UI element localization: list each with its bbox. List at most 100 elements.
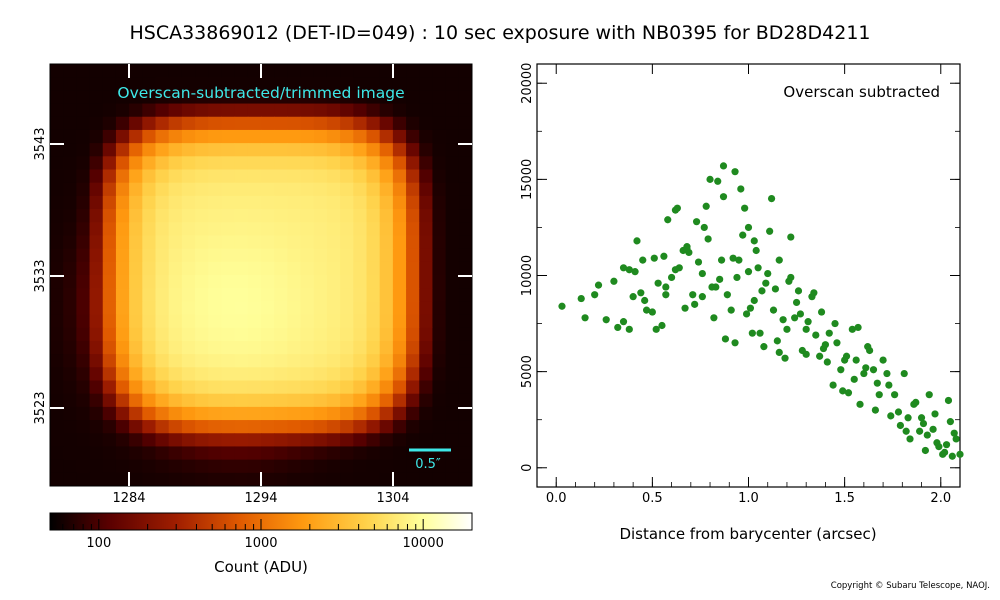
heatmap-cell <box>287 129 302 144</box>
scatter-point <box>752 246 760 255</box>
heatmap-cell <box>234 64 249 78</box>
heatmap-cell <box>50 222 64 236</box>
heatmap-cell <box>76 314 91 329</box>
scatter-point <box>702 202 710 210</box>
heatmap-cell <box>326 90 341 105</box>
heatmap-cell <box>247 156 262 170</box>
heatmap-cell <box>458 64 473 78</box>
heatmap-cell <box>406 327 420 342</box>
scatter-point <box>744 268 753 276</box>
scatter-point <box>739 231 747 239</box>
heatmap-cell <box>63 446 77 461</box>
heatmap-cell <box>208 446 222 461</box>
heatmap-cell <box>89 301 104 316</box>
heatmap-cell <box>168 472 183 487</box>
heatmap-cell <box>287 169 302 184</box>
scatter-point <box>802 350 810 358</box>
scatter-point <box>906 435 914 443</box>
heatmap-cell <box>181 64 196 78</box>
scatter-point <box>860 369 868 378</box>
heatmap-cell <box>419 314 433 329</box>
heatmap-cell <box>247 367 262 381</box>
scatter-point <box>812 331 820 339</box>
heatmap-cell <box>142 367 156 381</box>
heatmap-cell <box>247 340 262 355</box>
heatmap-cell <box>406 340 420 355</box>
heatmap-cell <box>115 433 130 447</box>
heatmap-cell <box>406 459 420 474</box>
heatmap-cell <box>102 406 117 421</box>
heatmap-cell <box>89 340 104 355</box>
heatmap-cell <box>379 209 394 223</box>
scale-bar-label: 0.5″ <box>415 457 441 472</box>
scatter-point <box>950 429 958 437</box>
colorbar-tick-label: 10000 <box>402 536 443 551</box>
scatter-point <box>756 329 764 337</box>
heatmap-cell <box>406 222 420 236</box>
heatmap-y-tick-label: 3523 <box>33 391 48 424</box>
heatmap-cell <box>115 380 130 395</box>
heatmap-cell <box>458 222 473 236</box>
chart-title: HSCA33869012 (DET-ID=049) : 10 sec expos… <box>129 22 871 44</box>
heatmap-cell <box>366 64 381 78</box>
heatmap-cell <box>445 248 460 263</box>
scatter-point <box>723 291 731 299</box>
heatmap-cell <box>76 420 91 434</box>
heatmap-cell <box>181 103 196 118</box>
colorbar-axis: 100 1000 10000 <box>49 519 473 551</box>
heatmap-cell <box>129 472 143 487</box>
heatmap-cell <box>340 90 354 105</box>
heatmap-cell <box>366 327 381 342</box>
heatmap-cell <box>168 420 183 434</box>
heatmap-cell <box>89 380 104 395</box>
heatmap-cell <box>102 235 117 250</box>
heatmap-cell <box>300 459 315 474</box>
heatmap-cell <box>326 446 341 461</box>
heatmap-cell <box>392 327 407 342</box>
heatmap-cell <box>142 393 156 408</box>
heatmap-cell <box>50 64 64 78</box>
heatmap-cell <box>406 116 420 131</box>
heatmap-cell <box>300 90 315 105</box>
heatmap-cell <box>155 90 170 105</box>
heatmap-cell <box>155 393 170 408</box>
heatmap-cell <box>419 182 433 197</box>
heatmap-cell <box>102 314 117 329</box>
scatter-point <box>921 446 929 455</box>
heatmap-cell <box>313 301 328 316</box>
scatter-point <box>923 431 931 439</box>
heatmap-cell <box>89 156 104 170</box>
heatmap-cell <box>102 143 117 157</box>
heatmap-cell <box>432 64 447 78</box>
heatmap-cell <box>419 129 433 144</box>
heatmap-cell <box>142 354 156 368</box>
heatmap-cell <box>300 195 315 210</box>
heatmap-cell <box>76 156 91 170</box>
heatmap-cell <box>392 77 407 91</box>
heatmap-cell <box>432 354 447 368</box>
heatmap-cell <box>287 182 302 197</box>
scatter-point <box>652 325 660 333</box>
heatmap-cell <box>195 103 209 118</box>
heatmap-cell <box>221 182 236 197</box>
heatmap-cell <box>313 459 328 474</box>
heatmap-cell <box>419 90 433 105</box>
heatmap-cell <box>234 235 249 250</box>
heatmap-cell <box>63 367 77 381</box>
heatmap-cell <box>247 143 262 157</box>
heatmap-cell <box>458 393 473 408</box>
heatmap-cell <box>234 288 249 302</box>
heatmap-cell <box>168 340 183 355</box>
heatmap-cell <box>63 116 77 131</box>
heatmap-cell <box>392 446 407 461</box>
heatmap-cell <box>50 380 64 395</box>
heatmap-cell <box>89 459 104 474</box>
scatter-point <box>841 356 849 364</box>
heatmap-cell <box>234 143 249 157</box>
heatmap-cell <box>340 182 354 197</box>
heatmap-cell <box>326 472 341 487</box>
heatmap-cell <box>445 380 460 395</box>
heatmap-cell <box>102 327 117 342</box>
heatmap-cell <box>247 459 262 474</box>
heatmap-cell <box>353 393 367 408</box>
